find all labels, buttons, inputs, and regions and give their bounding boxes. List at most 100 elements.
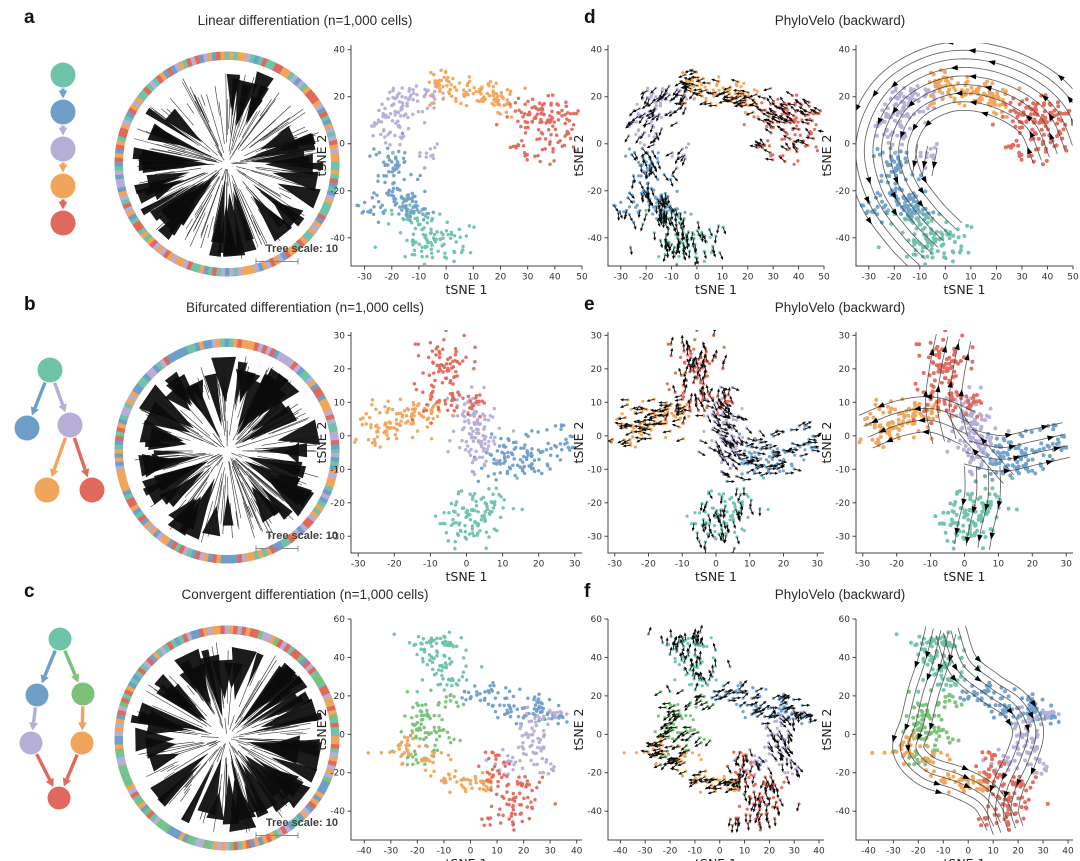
svg-text:20: 20 bbox=[334, 365, 346, 375]
svg-text:10: 10 bbox=[717, 273, 729, 283]
svg-text:0: 0 bbox=[339, 140, 345, 150]
svg-text:tSNE 1: tSNE 1 bbox=[943, 282, 985, 297]
velocity-plot-e: -30 -20 -10 0 10 20 30 -30 -20 -10 0 10 20 30 tSNE 1 tS… bbox=[571, 323, 838, 584]
cell-state-node-teal bbox=[48, 627, 72, 651]
svg-text:tSNE 1: tSNE 1 bbox=[445, 282, 487, 297]
tree-scale-label-b: Tree scale: 10 bbox=[265, 530, 338, 542]
svg-text:10: 10 bbox=[965, 273, 977, 283]
svg-text:-20: -20 bbox=[387, 560, 402, 570]
cell-state-node-purple bbox=[19, 731, 43, 755]
svg-text:-40: -40 bbox=[330, 234, 345, 244]
svg-text:30: 30 bbox=[334, 331, 346, 341]
figure-row-a: a Linear differentiation (n=1,000 cells)… bbox=[0, 0, 1080, 297]
panel-title-bifurcated: Bifurcated differentiation (n=1,000 cell… bbox=[185, 300, 425, 315]
svg-text:-10: -10 bbox=[912, 273, 927, 283]
panel-letter-f: f bbox=[584, 581, 591, 602]
svg-text:tSNE 2: tSNE 2 bbox=[314, 134, 329, 176]
svg-text:40: 40 bbox=[839, 46, 851, 56]
svg-text:10: 10 bbox=[334, 398, 346, 408]
svg-text:0: 0 bbox=[713, 560, 719, 570]
cell-state-node-blue bbox=[25, 683, 49, 707]
svg-text:-20: -20 bbox=[641, 560, 656, 570]
tsne-plot-a: -30 -20 -10 0 10 20 30 40 50 -40 -20 0 20 40 tSNE 1 tSN… bbox=[313, 36, 593, 297]
panel-letter-a: a bbox=[24, 7, 35, 28]
svg-text:-30: -30 bbox=[861, 273, 876, 283]
svg-text:20: 20 bbox=[591, 365, 603, 375]
svg-text:40: 40 bbox=[1042, 273, 1054, 283]
svg-text:10: 10 bbox=[744, 560, 756, 570]
scatter-plot-svg: -30 -20 -10 0 10 20 30 40 50 -40 -20 0 20 40 tSNE 1 tSN… bbox=[314, 45, 588, 297]
lineage-diagram-svg bbox=[50, 62, 76, 236]
svg-text:30: 30 bbox=[591, 331, 603, 341]
cell-state-node-purple bbox=[50, 136, 76, 162]
svg-text:0: 0 bbox=[464, 560, 470, 570]
lineage-diagram-b bbox=[6, 342, 118, 514]
svg-text:10: 10 bbox=[497, 560, 509, 570]
cell-state-node-green bbox=[71, 682, 95, 706]
panel-title-phylovelo-f: PhyloVelo (backward) bbox=[774, 587, 906, 602]
velo-plot-svg: -30 -20 -10 0 10 20 30 40 50 -40 -20 0 20 40 tSNE 1 tSN… bbox=[571, 45, 830, 297]
svg-text:-20: -20 bbox=[835, 187, 850, 197]
svg-text:-10: -10 bbox=[675, 560, 690, 570]
panel-title-phylovelo-d: PhyloVelo (backward) bbox=[774, 13, 906, 28]
svg-text:0: 0 bbox=[339, 432, 345, 442]
svg-text:-20: -20 bbox=[384, 273, 399, 283]
svg-text:50: 50 bbox=[818, 273, 830, 283]
panel-letter-e: e bbox=[584, 294, 595, 315]
svg-text:-30: -30 bbox=[613, 273, 628, 283]
lineage-diagram-a bbox=[36, 52, 100, 244]
svg-text:30: 30 bbox=[767, 273, 779, 283]
svg-text:-10: -10 bbox=[330, 465, 345, 475]
panel-letter-b: b bbox=[24, 294, 36, 315]
svg-text:30: 30 bbox=[812, 560, 824, 570]
cell-state-node-purple bbox=[57, 412, 83, 438]
svg-text:-20: -20 bbox=[587, 187, 602, 197]
svg-text:20: 20 bbox=[334, 93, 346, 103]
svg-text:-10: -10 bbox=[412, 273, 427, 283]
svg-text:-20: -20 bbox=[330, 499, 345, 509]
cell-state-node-red bbox=[47, 786, 71, 810]
svg-text:-20: -20 bbox=[887, 273, 902, 283]
svg-text:20: 20 bbox=[533, 560, 545, 570]
panel-letter-c: c bbox=[24, 581, 35, 602]
phylo-tree-b bbox=[110, 334, 344, 568]
svg-text:40: 40 bbox=[549, 273, 561, 283]
svg-text:-10: -10 bbox=[664, 273, 679, 283]
cell-state-node-teal bbox=[37, 357, 63, 383]
velo-plot-svg: -30 -20 -10 0 10 20 30 -30 -20 -10 0 10 20 30 tSNE 1 tS… bbox=[571, 330, 824, 584]
panel-title-linear: Linear differentiation (n=1,000 cells) bbox=[197, 13, 413, 28]
svg-text:tSNE 2: tSNE 2 bbox=[819, 134, 834, 176]
stream-plot-d: -30 -20 -10 0 10 20 30 40 50 -40 -20 0 20 40 tSNE 1 tSN… bbox=[819, 36, 1080, 297]
svg-text:20: 20 bbox=[778, 560, 790, 570]
tree-scale-a: Tree scale: 10 bbox=[242, 243, 338, 266]
phylo-tree-svg bbox=[114, 338, 340, 564]
cell-state-node-teal bbox=[50, 62, 76, 88]
svg-text:50: 50 bbox=[1067, 273, 1079, 283]
svg-text:50: 50 bbox=[576, 273, 588, 283]
svg-text:10: 10 bbox=[468, 273, 480, 283]
cell-state-node-orange bbox=[70, 731, 94, 755]
svg-text:40: 40 bbox=[591, 46, 603, 56]
phylo-tree-svg bbox=[114, 625, 340, 851]
figure-row-b: b Bifurcated differentiation (n=1,000 ce… bbox=[0, 287, 1080, 584]
tree-scale-bar-a bbox=[255, 257, 299, 266]
svg-text:0: 0 bbox=[942, 273, 948, 283]
svg-text:0: 0 bbox=[844, 140, 850, 150]
lineage-diagram-svg bbox=[14, 357, 105, 503]
tree-scale-b: Tree scale: 10 bbox=[242, 530, 338, 553]
svg-text:30: 30 bbox=[569, 560, 581, 570]
svg-text:20: 20 bbox=[991, 273, 1003, 283]
stream-plot-e: -30 -20 -10 0 10 20 30 -30 -20 -10 0 10 20 30 tSNE 1 tS… bbox=[819, 323, 1080, 584]
cell-state-node-orange bbox=[34, 477, 60, 503]
scatter-plot-svg: -30 -20 -10 0 10 20 30 -30 -20 -10 0 10 20 30 tSNE 1 tS… bbox=[314, 330, 582, 584]
svg-text:20: 20 bbox=[591, 93, 603, 103]
cell-state-node-blue bbox=[14, 415, 40, 441]
cell-state-node-red bbox=[79, 477, 105, 503]
svg-text:tSNE 2: tSNE 2 bbox=[571, 134, 586, 176]
